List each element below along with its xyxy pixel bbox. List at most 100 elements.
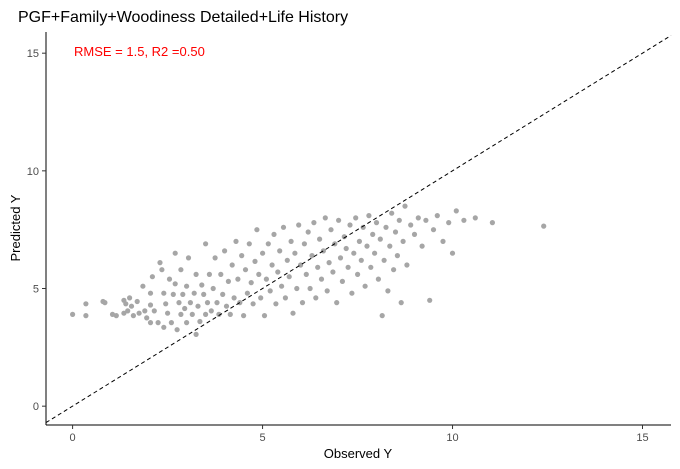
data-point	[305, 229, 311, 235]
data-point	[172, 281, 178, 287]
data-point	[402, 203, 408, 209]
data-point	[229, 262, 235, 268]
data-point	[290, 310, 296, 316]
data-point	[355, 271, 361, 277]
data-point	[339, 278, 345, 284]
data-point	[170, 291, 176, 297]
data-point	[391, 267, 397, 273]
data-point	[147, 320, 154, 326]
data-point	[330, 269, 336, 275]
data-point	[206, 271, 212, 277]
data-point	[345, 264, 351, 270]
data-point	[203, 311, 209, 317]
data-point	[203, 241, 209, 247]
data-point	[336, 217, 342, 223]
data-point	[83, 313, 89, 319]
data-point	[102, 300, 108, 306]
x-tick-label: 0	[70, 432, 76, 444]
data-point	[328, 227, 334, 233]
data-point	[430, 227, 437, 233]
data-point	[261, 313, 268, 319]
data-point	[218, 271, 224, 277]
data-point	[250, 301, 256, 307]
data-point	[149, 274, 155, 280]
data-point	[286, 274, 292, 280]
data-point	[166, 276, 173, 282]
data-point	[269, 262, 275, 268]
data-point	[284, 257, 290, 263]
data-point	[220, 291, 226, 297]
data-point	[172, 250, 178, 256]
y-axis-ticks: 0 5 10 15	[27, 48, 46, 413]
data-point	[472, 215, 478, 221]
y-axis-title: Predicted Y	[8, 194, 23, 261]
data-point	[212, 255, 218, 261]
data-point	[396, 217, 402, 223]
data-point	[193, 271, 199, 277]
data-point	[366, 213, 372, 219]
data-point	[394, 253, 400, 259]
data-point	[313, 295, 319, 301]
data-point	[307, 285, 313, 292]
data-point	[318, 276, 325, 282]
data-point	[415, 215, 421, 221]
data-point	[187, 300, 193, 306]
data-point	[372, 250, 378, 256]
data-point	[142, 308, 148, 314]
data-point	[419, 243, 425, 249]
data-point	[267, 288, 273, 294]
data-point	[301, 241, 307, 247]
data-point	[208, 308, 214, 314]
data-point	[315, 264, 321, 270]
data-point	[239, 253, 245, 259]
data-point	[383, 224, 389, 230]
data-points	[70, 203, 547, 337]
data-point	[337, 255, 344, 261]
data-point	[320, 248, 326, 254]
data-point	[309, 253, 315, 259]
data-point	[113, 313, 119, 319]
data-point	[298, 262, 304, 268]
data-point	[147, 302, 154, 308]
data-point	[161, 324, 167, 330]
data-point	[244, 290, 250, 296]
data-point	[252, 258, 258, 264]
data-point	[123, 301, 129, 307]
data-point	[182, 305, 188, 312]
data-point	[349, 290, 355, 296]
data-point	[246, 241, 252, 247]
data-point	[191, 290, 197, 296]
data-point	[144, 315, 150, 321]
data-point	[271, 231, 277, 237]
data-point	[341, 234, 347, 240]
data-point	[427, 297, 433, 303]
data-point	[201, 291, 207, 297]
data-point	[180, 291, 186, 297]
data-point	[347, 222, 353, 228]
data-point	[231, 295, 237, 301]
data-point	[260, 250, 266, 256]
data-point	[389, 210, 395, 216]
data-point	[184, 320, 190, 326]
data-point	[379, 313, 385, 319]
data-point	[356, 238, 362, 244]
data-point	[233, 238, 239, 244]
data-point	[303, 271, 309, 277]
x-axis-ticks: 0 5 10 15	[70, 425, 649, 444]
data-point	[362, 283, 368, 289]
data-point	[161, 290, 167, 296]
data-point	[127, 295, 133, 301]
data-point	[461, 217, 467, 223]
data-point	[489, 220, 495, 226]
data-point	[199, 282, 205, 288]
data-point	[449, 250, 456, 256]
data-point	[368, 264, 374, 270]
data-point	[223, 303, 230, 309]
data-point	[351, 250, 357, 256]
data-point	[398, 300, 404, 306]
data-point	[159, 267, 165, 273]
data-point	[147, 290, 154, 296]
data-point	[134, 298, 140, 305]
y-tick-label: 0	[33, 401, 39, 413]
data-point	[343, 245, 349, 252]
